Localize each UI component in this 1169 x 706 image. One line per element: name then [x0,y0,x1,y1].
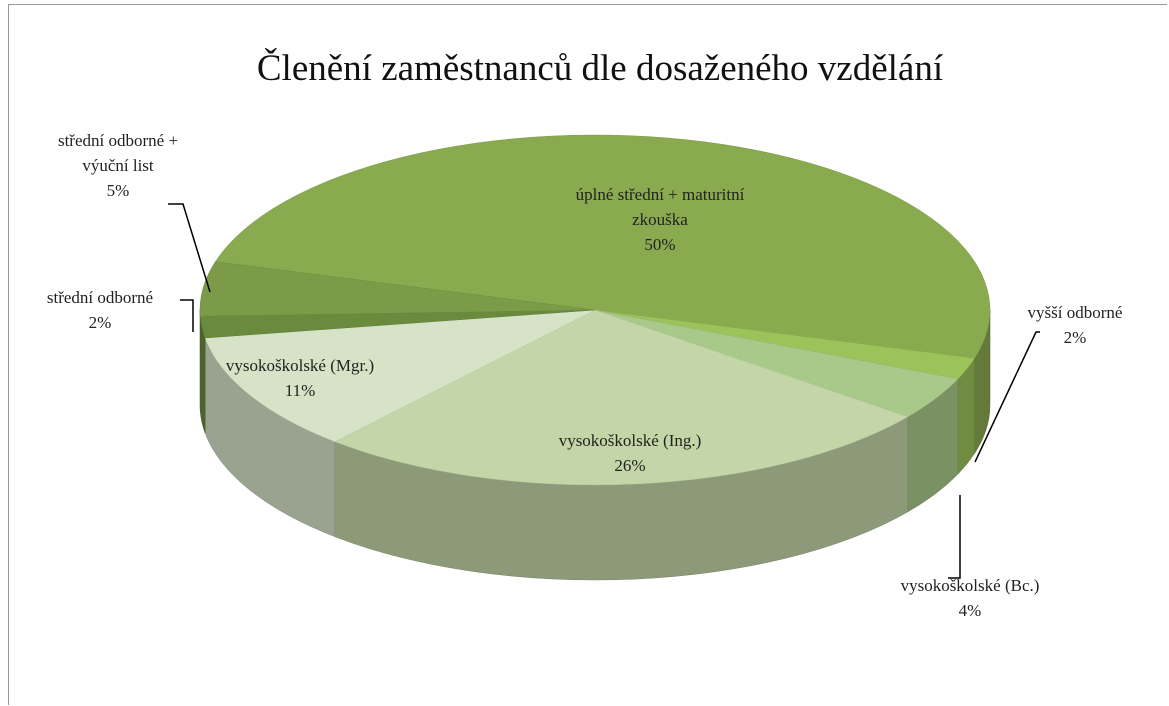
slice [204,309,596,442]
leader-lines [168,203,1040,579]
data-label: úplné střední + maturitní zkouška 50% [575,182,745,257]
leader-line [168,203,211,293]
category-label: vysokoškolské (Mgr.) [225,356,375,375]
slice [334,309,909,486]
data-label: vyšší odborné 2% [995,300,1155,350]
data-label: vysokoškolské (Ing.) 26% [520,428,740,478]
category-label: střední odborné [46,288,154,307]
category-label: vyšší odborné [1027,303,1123,322]
value-label: 4% [958,601,982,620]
value-label: 50% [644,235,676,254]
value-label: 2% [1063,328,1087,347]
value-label: 11% [284,381,316,400]
data-label: střední odborné + výuční list 5% [38,128,198,203]
slice [199,261,596,317]
data-label: střední odborné 2% [15,285,185,335]
leader-line [180,299,194,332]
pie [199,134,991,581]
chart-title: Členění zaměstnanců dle dosaženého vzděl… [257,47,943,89]
value-label: 2% [88,313,112,332]
chart-frame [8,4,1167,705]
category-label: úplné střední + maturitní zkouška [575,185,745,229]
category-label: střední odborné + výuční list [57,131,179,175]
value-label: 5% [106,181,130,200]
data-label: vysokoškolské (Mgr.) 11% [190,353,410,403]
value-label: 26% [614,456,646,475]
slice [214,134,991,359]
leader-line [948,495,961,579]
category-label: vysokoškolské (Bc.) [900,576,1040,595]
leader-line [974,331,1040,463]
category-label: vysokoškolské (Ing.) [558,431,702,450]
data-label: vysokoškolské (Bc.) 4% [860,573,1080,623]
